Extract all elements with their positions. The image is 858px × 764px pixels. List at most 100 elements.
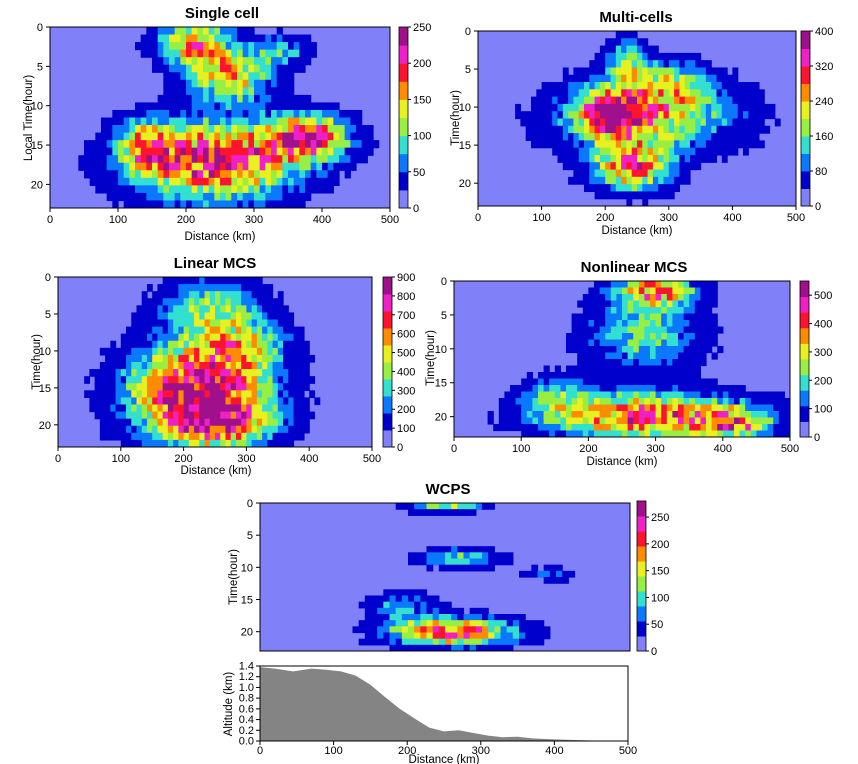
heatmap-cell (235, 347, 242, 356)
heatmap-cell (262, 326, 268, 335)
heatmap-cell (305, 147, 312, 156)
heatmap-cell (288, 200, 295, 208)
heatmap-cell (241, 411, 247, 420)
heatmap-cell (204, 362, 211, 370)
y-axis-label: Time(hour) (450, 90, 462, 146)
heatmap-cell (230, 277, 237, 285)
heatmap-cell (188, 404, 195, 413)
x-tick-label: 400 (723, 212, 741, 224)
heatmap-cell (650, 307, 657, 315)
heatmap-cell (594, 404, 601, 412)
heatmap-cell (584, 111, 590, 120)
heatmap-cell (204, 439, 211, 447)
heatmap-cell (251, 425, 258, 434)
heatmap-cell (621, 118, 627, 127)
colorbar-tick-label: 250 (651, 512, 669, 524)
heatmap-cell (152, 117, 159, 126)
heatmap-cell (506, 644, 514, 651)
heatmap-cell (183, 291, 190, 299)
heatmap-cell (560, 398, 567, 406)
heatmap-cell (191, 192, 198, 202)
heatmap-cell (700, 89, 707, 98)
heatmap-cell (208, 27, 215, 36)
heatmap-cell (288, 425, 295, 434)
heatmap-cell (631, 52, 638, 61)
y-tick-label: 10 (435, 344, 447, 356)
heatmap-cell (237, 42, 244, 51)
heatmap-cell (208, 132, 215, 141)
heatmap-cell (599, 385, 606, 393)
heatmap-cell (178, 333, 185, 342)
heatmap-cell (668, 191, 675, 200)
heatmap-cell (504, 404, 511, 412)
heatmap-cell (510, 391, 517, 399)
heatmap-cell (316, 162, 323, 171)
heatmap-cell (694, 398, 701, 406)
heatmap-cell (186, 49, 193, 58)
heatmap-cell (672, 417, 679, 425)
heatmap-cell (361, 132, 368, 141)
heatmap-cell (283, 411, 289, 420)
heatmap-cell (267, 425, 274, 434)
colorbar-tick-label: 400 (814, 319, 832, 331)
heatmap-cell (259, 102, 266, 111)
heatmap-cell (99, 376, 106, 384)
heatmap-cell (241, 432, 247, 441)
heatmap-cell (248, 117, 255, 126)
colorbar-tick-label: 700 (397, 310, 415, 322)
heatmap-cell (750, 417, 757, 425)
heatmap-cell (305, 177, 312, 186)
heatmap-cell (537, 626, 545, 634)
heatmap-cell (510, 424, 517, 432)
heatmap-cell (246, 291, 253, 299)
heatmap-cell (277, 376, 284, 384)
heatmap-cell (582, 300, 589, 308)
heatmap-cell (655, 417, 662, 425)
heatmap-cell (259, 57, 266, 66)
heatmap-cell (220, 347, 227, 356)
heatmap-cell (414, 552, 421, 560)
heatmap-cell (610, 281, 617, 289)
heatmap-cell (622, 281, 629, 289)
heatmap-cell (157, 94, 164, 104)
heatmap-cell (717, 385, 724, 393)
heatmap-cell (194, 411, 200, 420)
heatmap-cell (650, 352, 657, 360)
heatmap-cell (237, 177, 244, 186)
heatmap-cell (163, 109, 170, 119)
heatmap-cell (615, 52, 622, 61)
heatmap-cell (414, 614, 421, 621)
heatmap-cell (627, 281, 634, 289)
heatmap-cell (700, 385, 707, 393)
heatmap-cell (644, 404, 651, 412)
heatmap-cell (678, 398, 685, 406)
heatmap-cell (445, 601, 452, 609)
heatmap-cell (732, 118, 739, 127)
heatmap-cell (191, 177, 198, 186)
heatmap-cell (310, 102, 317, 111)
heatmap-cell (562, 103, 569, 112)
heatmap-cell (737, 133, 744, 141)
heatmap-cell (631, 140, 638, 149)
heatmap-cell (633, 287, 640, 295)
heatmap-cell (135, 109, 142, 119)
heatmap-cell (566, 417, 573, 425)
y-tick-label: 10 (39, 346, 51, 358)
heatmap-cell (188, 376, 195, 384)
heatmap-cell (163, 155, 170, 164)
heatmap-cell (241, 397, 247, 406)
heatmap-cell (661, 346, 668, 354)
heatmap-cell (767, 391, 774, 399)
heatmap-cell (626, 169, 633, 178)
heatmap-cell (626, 52, 633, 61)
heatmap-cell (84, 390, 90, 399)
heatmap-cell (267, 383, 274, 391)
y-tick-label: 0.4 (239, 714, 254, 726)
heatmap-cell (112, 170, 119, 179)
heatmap-cell (568, 118, 574, 127)
heatmap-cell (197, 140, 204, 149)
heatmap-cell (277, 432, 284, 441)
heatmap-cell (700, 96, 707, 105)
heatmap-cell (199, 376, 206, 384)
heatmap-cell (356, 132, 363, 141)
